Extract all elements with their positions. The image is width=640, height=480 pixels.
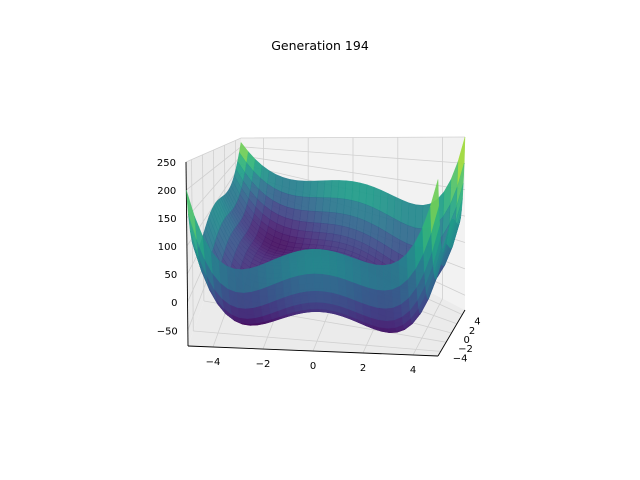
surface-face-16-1 [313,273,324,292]
y-tick-label-1: −2 [458,344,473,355]
surface-face-18-31 [365,184,375,208]
surface-face-19-31 [372,186,382,212]
y-tick-label-4: 4 [474,317,480,328]
surface-mesh [186,136,466,333]
surface-face-13-1 [290,275,300,295]
z-tick-label-0: −50 [157,326,178,337]
surface-face-22-31 [393,196,403,223]
surface-face-15-1 [305,273,316,292]
surface-face-16-30 [350,200,360,218]
grid-line-z-6 [185,136,466,163]
surface-face-24-2 [377,307,387,322]
surface-face-17-31 [358,182,368,205]
surface-face-22-1 [360,284,370,306]
y-tick-label-0: −4 [453,353,468,364]
x-tick-label-1: −2 [256,359,271,370]
x-axis-line [187,345,439,357]
grid-line-x-4 [412,137,444,356]
surface-face-24-3 [378,319,388,329]
surface-face-21-31 [386,193,396,219]
surface-face-20-31 [379,189,389,215]
y-tick-label-3: 2 [469,326,475,337]
surface-face-26-1 [391,285,402,308]
z-tick-label-6: 250 [157,158,176,169]
surface-face-21-0 [351,257,362,286]
surface-face-23-31 [400,199,410,226]
x-tick-label-3: 2 [360,363,366,374]
x-tick-label-0: −4 [206,357,221,368]
surface-face-23-0 [367,262,377,290]
chart-title: Generation 194 [271,38,369,53]
surface-face-24-0 [375,264,385,291]
x-tick-label-2: 0 [310,361,316,372]
surface-face-24-1 [376,289,386,309]
surface-face-25-1 [383,289,394,309]
surface-face-25-2 [385,307,395,322]
z-tick-label-1: 0 [171,298,177,309]
x-tick-label-4: 4 [410,365,416,376]
z-tick-label-2: 50 [164,270,177,281]
surface-face-15-3 [308,301,319,310]
y-axis-line [437,309,466,357]
surface-face-25-31 [414,204,424,230]
surface-face-20-0 [343,254,354,283]
z-tick-label-3: 100 [158,242,177,253]
surface-face-24-30 [406,225,416,247]
grid-line-y-wall-0 [191,159,194,332]
y-tick-label-2: 0 [464,335,470,346]
surface-face-22-0 [359,260,369,288]
surface-face-24-31 [407,202,417,229]
surface-face-25-0 [382,264,393,291]
z-tick-label-4: 150 [158,214,177,225]
surface-face-25-3 [386,319,396,329]
grid-line-y-floor-0 [193,330,441,352]
surface-face-15-4 [309,308,320,313]
z-tick-label-5: 200 [157,186,176,197]
surface-face-23-1 [368,287,378,308]
surface-face-26-0 [390,260,401,290]
surface-face-0-0 [186,189,197,240]
surface-face-13-2 [291,292,302,306]
